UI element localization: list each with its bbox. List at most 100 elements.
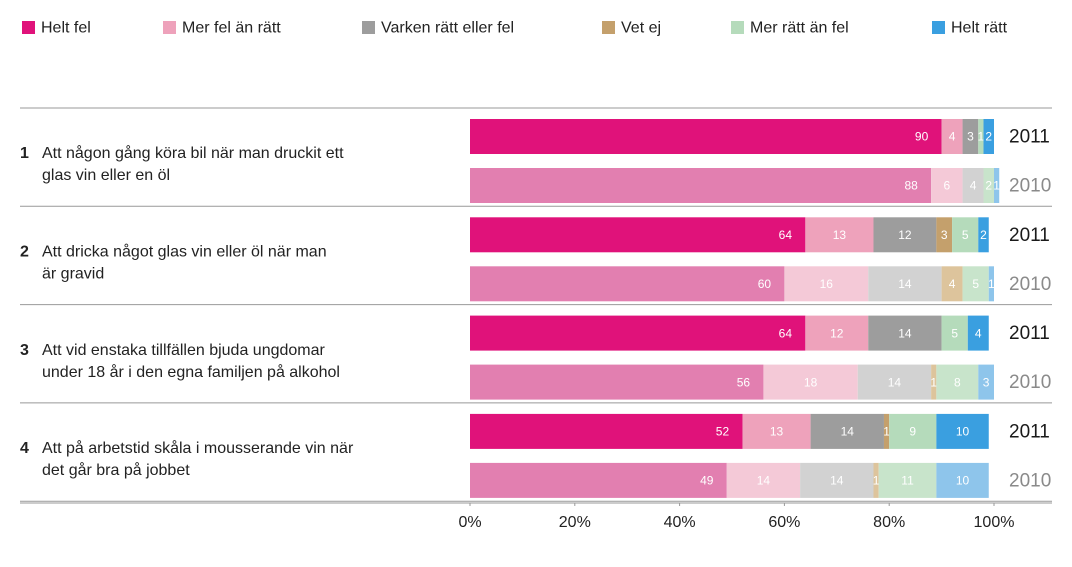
bar-segment [873, 462, 879, 498]
bar-segment [805, 315, 869, 351]
value-label: 2 [985, 179, 992, 193]
value-label: 90 [915, 130, 929, 144]
bar-segment [936, 413, 989, 449]
bar-segment [763, 364, 858, 400]
bar-segment [800, 462, 874, 498]
value-label: 2 [980, 228, 987, 242]
value-label: 16 [820, 277, 834, 291]
bar-segment [470, 364, 764, 400]
legend-swatch [602, 21, 615, 34]
bar-segment [962, 266, 989, 302]
bar-segment [936, 364, 979, 400]
bar-segment [941, 266, 963, 302]
bar-segment [857, 364, 932, 400]
bar-segment [470, 217, 806, 253]
bar-segment [978, 364, 994, 400]
value-label: 4 [949, 277, 956, 291]
bar-segment [805, 217, 874, 253]
value-label: 10 [956, 425, 970, 439]
bar-segment [983, 119, 994, 154]
legend-label: Helt fel [41, 20, 91, 37]
bar-segment [784, 266, 869, 302]
value-label: 14 [841, 425, 855, 439]
value-label: 64 [779, 228, 793, 242]
value-label: 14 [888, 375, 902, 389]
statement-text: glas vin eller en öl [42, 167, 170, 184]
bar-segment [941, 119, 963, 154]
statement-text: Att någon gång köra bil när man druckit … [42, 144, 344, 162]
statement-number: 3 [20, 342, 29, 359]
legend-label: Mer rätt än fel [750, 20, 849, 37]
year-label: 2011 [1009, 127, 1050, 148]
legend-swatch [932, 21, 945, 34]
bar-segment [889, 413, 937, 449]
value-label: 56 [737, 375, 751, 389]
bar-segment [931, 364, 937, 400]
statement-text: Att vid enstaka tillfällen bjuda ungdoma… [42, 342, 326, 359]
x-tick-label: 20% [559, 514, 591, 531]
legend-swatch [22, 21, 35, 34]
bar-segment [988, 266, 994, 302]
bar-segment [470, 413, 743, 449]
bar-segment [994, 168, 1000, 203]
bar-segment [470, 266, 785, 302]
bar-segment [810, 413, 884, 449]
value-label: 64 [779, 326, 793, 340]
bar-segment [931, 168, 963, 203]
statement-number: 2 [20, 244, 29, 261]
value-label: 1 [883, 425, 890, 439]
value-label: 1 [930, 375, 937, 389]
bar-segment [470, 119, 942, 154]
year-label: 2011 [1009, 421, 1050, 442]
legend-label: Vet ej [621, 20, 661, 37]
statement-number: 4 [20, 440, 29, 457]
value-label: 4 [970, 179, 977, 193]
value-label: 3 [967, 130, 974, 144]
year-label: 2010 [1009, 274, 1051, 295]
value-label: 3 [983, 375, 990, 389]
value-label: 5 [962, 228, 969, 242]
legend-swatch [163, 21, 176, 34]
value-label: 88 [904, 179, 918, 193]
value-label: 3 [941, 228, 948, 242]
bar-segment [962, 119, 979, 154]
value-label: 14 [898, 277, 912, 291]
x-tick-label: 0% [458, 514, 481, 531]
value-label: 14 [830, 474, 844, 488]
value-label: 49 [700, 474, 714, 488]
statement-text: är gravid [42, 266, 104, 283]
year-label: 2011 [1009, 323, 1050, 344]
x-tick-label: 100% [974, 514, 1015, 531]
value-label: 4 [975, 326, 982, 340]
statement-number: 1 [20, 145, 29, 162]
legend-label: Helt rätt [951, 20, 1008, 37]
value-label: 12 [830, 326, 844, 340]
value-label: 1 [988, 277, 995, 291]
bar-segment [878, 462, 937, 498]
bar-segment [470, 462, 727, 498]
bar-segment [883, 413, 890, 449]
statement-text: Att dricka något glas vin eller öl när m… [42, 243, 327, 261]
value-label: 13 [770, 425, 784, 439]
value-label: 1 [993, 179, 1000, 193]
year-label: 2011 [1009, 225, 1050, 246]
bar-segment [470, 168, 932, 203]
x-tick-label: 60% [768, 514, 800, 531]
value-label: 12 [898, 228, 912, 242]
value-label: 13 [833, 228, 847, 242]
bar-segment [983, 168, 994, 203]
value-label: 1 [873, 474, 880, 488]
value-label: 2 [985, 130, 992, 144]
value-label: 14 [898, 326, 912, 340]
value-label: 1 [978, 130, 985, 144]
statement-text: det går bra på jobbet [42, 461, 190, 479]
value-label: 4 [949, 130, 956, 144]
bar-segment [726, 462, 801, 498]
statement-text: under 18 år i den egna familjen på alkoh… [42, 363, 340, 381]
year-label: 2010 [1009, 470, 1051, 491]
legend-swatch [731, 21, 744, 34]
x-tick-label: 80% [873, 514, 905, 531]
bar-segment [470, 315, 806, 351]
value-label: 11 [901, 474, 914, 488]
